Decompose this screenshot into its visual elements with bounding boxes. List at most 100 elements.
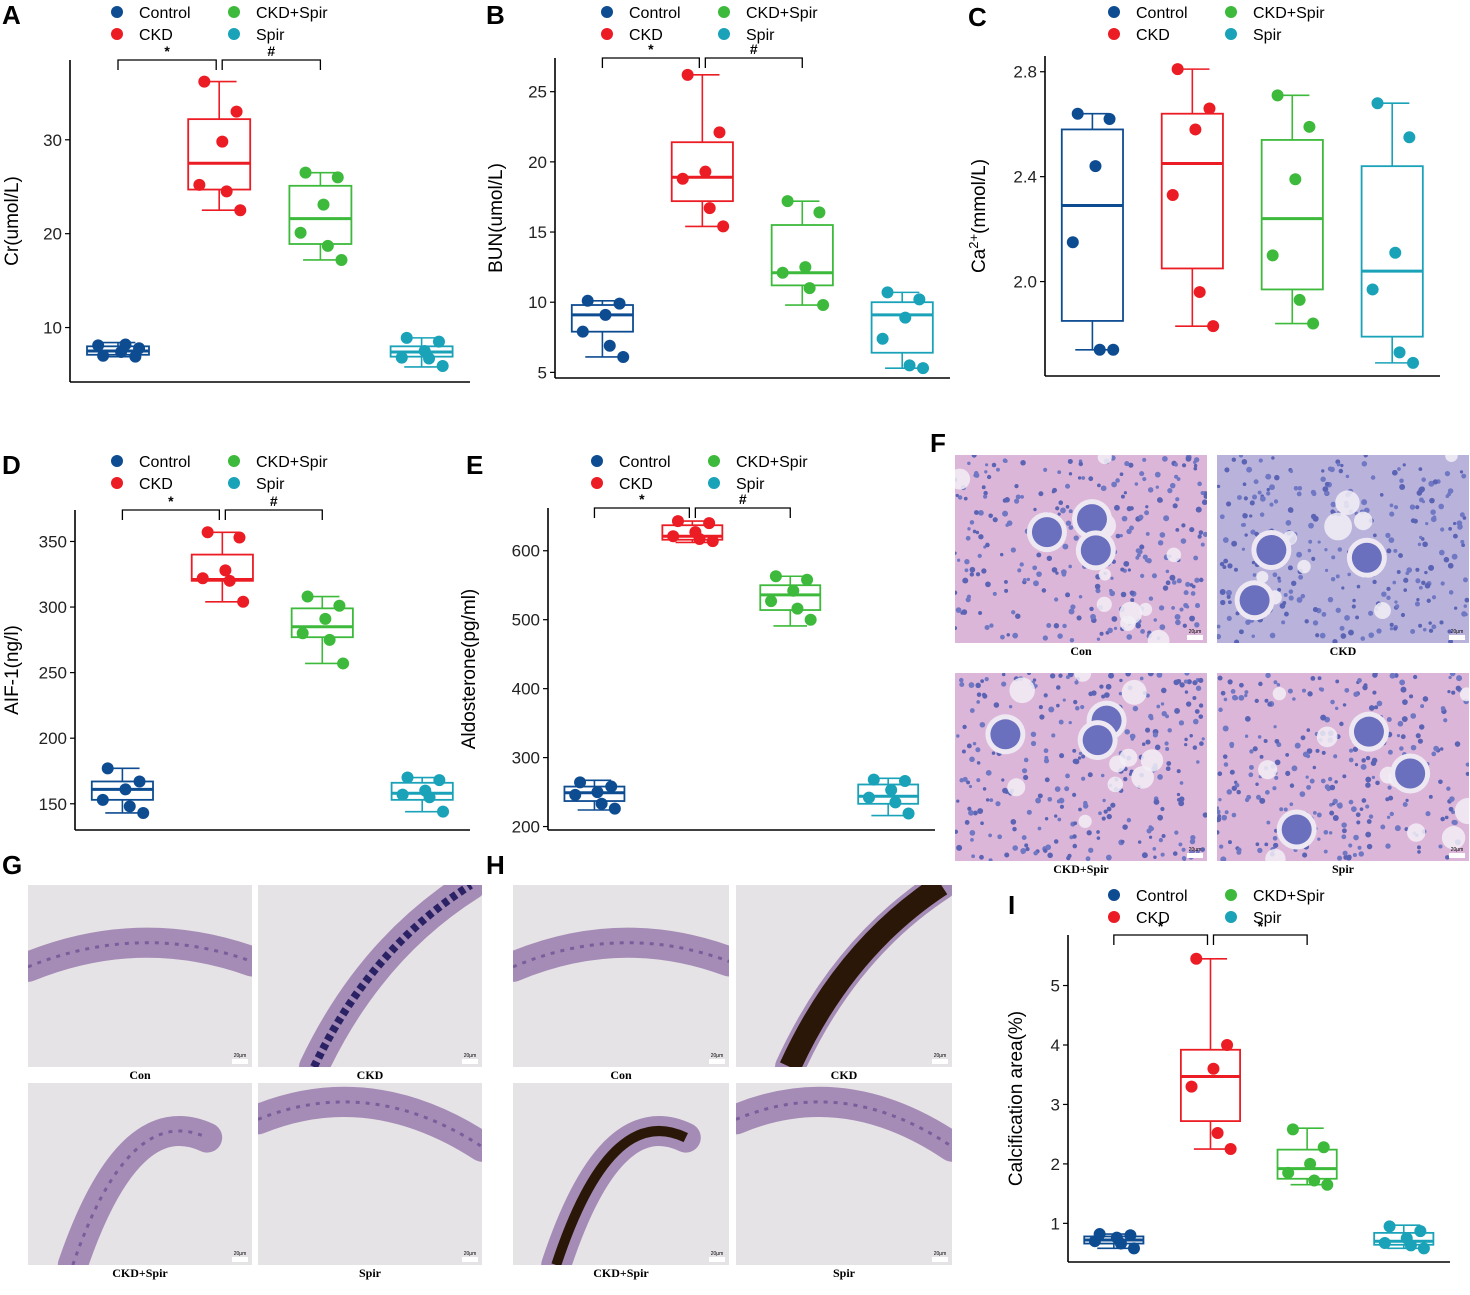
nucleus [1126, 817, 1132, 823]
nucleus [1283, 807, 1288, 812]
panel-label-d: D [2, 450, 21, 480]
nucleus [1397, 467, 1401, 471]
bracket-line [221, 59, 322, 70]
box-iqr [670, 141, 734, 203]
nucleus [1421, 500, 1426, 504]
box-ckd [661, 515, 724, 548]
nucleus [1154, 744, 1161, 751]
nucleus [1266, 491, 1271, 496]
nucleus [1363, 683, 1368, 688]
data-point [1114, 1237, 1127, 1250]
nucleus [1439, 549, 1445, 556]
nucleus [1308, 522, 1314, 529]
elastic-lamina [258, 1100, 482, 1148]
nucleus [1327, 776, 1333, 782]
tubule-lumen [1335, 490, 1360, 515]
nucleus [1320, 778, 1326, 784]
nucleus [1120, 494, 1125, 499]
nucleus [1163, 515, 1170, 522]
data-point [776, 266, 789, 279]
box-spir [857, 773, 920, 820]
nucleus [983, 494, 988, 499]
nucleus [1148, 825, 1153, 830]
nucleus [1201, 737, 1205, 741]
nucleus [1395, 604, 1400, 609]
nucleus [1000, 634, 1005, 640]
nucleus [1337, 547, 1343, 552]
nucleus [1339, 721, 1344, 727]
nucleus [1176, 792, 1181, 797]
nucleus [1380, 824, 1386, 830]
glomerulus [1353, 716, 1384, 747]
nucleus [1051, 490, 1055, 494]
data-point [337, 657, 350, 670]
nucleus [1074, 680, 1079, 685]
y-tick-label: 25 [528, 83, 547, 102]
nucleus [1235, 611, 1240, 616]
nucleus [1153, 618, 1158, 622]
data-point [1093, 343, 1106, 356]
box-ckd-spir [288, 166, 353, 266]
nucleus [969, 572, 975, 577]
nucleus [1096, 637, 1101, 641]
box-iqr [1160, 112, 1224, 270]
nucleus [1022, 835, 1027, 840]
micrograph-caption: CKD [357, 1068, 384, 1082]
nucleus [1147, 487, 1154, 493]
nucleus [1104, 692, 1110, 698]
nucleus [1401, 716, 1408, 722]
nucleus [1105, 854, 1112, 861]
nucleus [1352, 853, 1357, 858]
glomerulus [1031, 517, 1062, 548]
data-point [765, 595, 778, 608]
data-point [1211, 1126, 1224, 1139]
nucleus [1220, 690, 1226, 696]
nucleus [1025, 847, 1030, 852]
nucleus [1448, 675, 1452, 680]
nucleus [1056, 685, 1061, 690]
nucleus [1078, 807, 1082, 812]
scale-bar [709, 1257, 725, 1262]
nucleus [1085, 856, 1091, 861]
nucleus [1312, 607, 1319, 613]
nucleus [1329, 466, 1335, 473]
nucleus [984, 624, 990, 631]
tubule-lumen [1316, 726, 1338, 748]
y-tick-label: 200 [512, 818, 540, 837]
nucleus [1157, 774, 1163, 780]
nucleus [1178, 800, 1185, 807]
nucleus [1141, 852, 1148, 859]
nucleus [969, 708, 975, 713]
nucleus [1121, 515, 1128, 522]
nucleus [1418, 467, 1423, 472]
nucleus [1100, 485, 1107, 492]
nucleus [1440, 816, 1445, 822]
nucleus [1231, 540, 1238, 547]
legend-marker-E [591, 455, 603, 467]
nucleus [979, 721, 986, 728]
nucleus [1165, 746, 1170, 751]
nucleus [1417, 738, 1424, 744]
nucleus [1315, 748, 1320, 753]
nucleus [1058, 719, 1064, 725]
nucleus [1158, 605, 1165, 611]
nucleus [1200, 847, 1206, 852]
nucleus [977, 808, 984, 814]
legend-marker-E [591, 477, 603, 489]
legend-label-I: CKD+Spir [1253, 888, 1325, 905]
nucleus [1431, 595, 1437, 600]
legend-B: Control CKD CKD+Spir Spir [601, 5, 818, 44]
nucleus [1132, 705, 1139, 712]
nucleus [1230, 689, 1236, 694]
nucleus [1192, 718, 1199, 725]
nucleus [1176, 769, 1181, 774]
tubule-lumen [1353, 511, 1373, 531]
nucleus [1257, 735, 1262, 739]
nucleus [1461, 611, 1466, 616]
nucleus [1273, 680, 1278, 685]
nucleus [1088, 476, 1094, 482]
nucleus [1231, 812, 1237, 818]
nucleus [1244, 734, 1249, 738]
significance-bracket: * [1113, 918, 1209, 945]
legend-marker-D [228, 455, 240, 467]
